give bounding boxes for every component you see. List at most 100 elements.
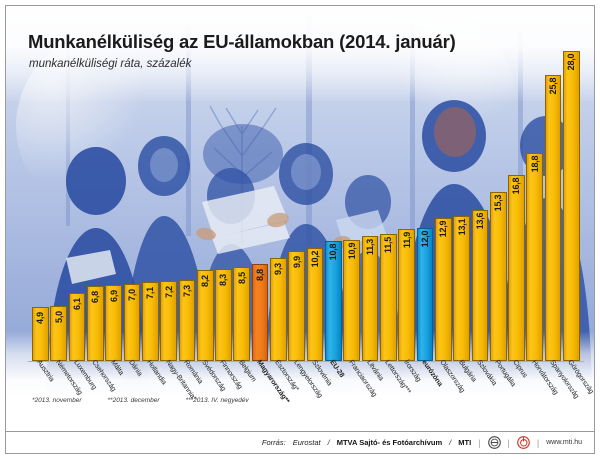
bar-series: 4,9 5,0 6,1 6,8 6,9 7,0 7,1 7,2 7,3 8,2 8,3 8,5 8,8 9… [32,51,580,361]
category-label-slot: Görögország [563,358,595,418]
bar-column: 6,9 [105,51,122,361]
source-slash-2: / [449,438,452,447]
category-label-slot: Románia [179,358,203,418]
bar-column: 4,9 [32,51,49,361]
category-label-slot: Belgium [233,358,257,418]
bar: 16,8 [508,175,525,361]
bar: 5,0 [50,305,68,361]
bar-value-label: 7,3 [181,285,192,298]
category-label-slot: eurózóna [417,358,443,418]
category-label-slot: Írország [398,358,422,418]
bar-column: 15,3 [489,51,507,361]
bar: 8,3 [215,269,232,361]
category-label-slot: Portugália [490,358,516,418]
bar-column: 10,2 [306,51,324,361]
bar: 8,5 [233,266,251,361]
bar: 13,1 [453,215,470,361]
bar: 25,8 [544,75,562,361]
mtva-logo-icon[interactable] [487,436,501,449]
bar-value-label: 9,3 [273,263,284,276]
bar-column: 18,8 [526,51,544,361]
bar-value-label: 10,8 [328,244,339,261]
category-label-slot: Luxemburg [69,358,97,418]
bar: 7,3 [178,280,196,361]
category-label-slot: Szlovénia [307,358,333,418]
bar-column: 28,0 [563,51,580,361]
bar-column: 7,3 [178,51,196,361]
bar: 4,9 [32,306,49,361]
bar-value-label: 8,5 [236,271,247,284]
bar-column: 10,9 [343,51,361,361]
bar: 7,1 [141,282,159,361]
bar: 10,2 [306,248,324,361]
bar-value-label: 6,1 [71,298,82,311]
category-label-slot: Olaszország [435,358,466,418]
bar: 12,0 [416,228,434,361]
bar-value-label: 16,8 [511,177,522,195]
category-label-slot: Ausztria [32,358,56,418]
category-label-slot: Spanyolország [545,358,580,418]
bar-column: 11,5 [379,51,397,361]
divider-2: | [507,437,510,448]
bar: 8,8 [251,263,269,361]
bar-column: 12,9 [434,51,452,361]
source-slash-1: / [327,438,330,447]
bar-value-label: 15,3 [493,194,504,211]
category-label-slot: Észtország* [270,358,301,418]
bar: 9,9 [288,251,306,361]
category-label-slot: Csehország [87,358,118,418]
bar-column: 11,3 [361,51,379,361]
category-label-slot: Lengyelország [288,358,323,418]
category-label-slot: Franciaország [343,358,377,418]
bar: 28,0 [563,51,580,361]
bar-value-label: 6,9 [108,289,119,302]
category-label-slot: Lettország*** [380,358,412,418]
source-mti: MTI [458,438,472,447]
bar: 11,9 [398,229,415,361]
bar-value-label: 25,8 [548,78,559,95]
bar-column: 6,1 [68,51,86,361]
category-label-slot: Németország [50,358,83,418]
category-label-slot: Szlovákia [472,358,497,418]
bar-column: 6,8 [86,51,104,361]
bar-column: 7,1 [141,51,159,361]
bar-column: 8,3 [215,51,232,361]
category-label-slot: Magyarország** [252,358,290,418]
bar-column: 16,8 [508,51,525,361]
footnotes: *2013. november **2013. december ***2013… [32,397,452,404]
bar-column: 9,9 [288,51,306,361]
bar-value-label: 5,0 [53,310,64,323]
bar: 6,9 [105,284,122,361]
category-axis-labels: Ausztria Németország Luxemburg Csehország Má… [32,358,595,418]
category-label-slot: Ciprus [508,358,529,418]
bar-value-label: 11,5 [383,236,394,253]
source-mtva: MTVA Sajtó- és Fotóarchívum [336,438,443,447]
source-bar: Forrás: Eurostat / MTVA Sajtó- és Fotóar… [6,431,594,453]
bar: 18,8 [526,152,544,361]
bar-value-label: 6,8 [90,290,101,303]
source-url[interactable]: www.mti.hu [546,439,582,446]
bar-value-label: 7,0 [126,288,137,301]
bar-value-label: 8,8 [255,268,266,281]
bar-value-label: 7,2 [163,286,174,299]
bar: 7,2 [160,281,177,361]
bar-column: 10,8 [325,51,342,361]
bar: 15,3 [489,191,507,361]
mti-logo-icon[interactable] [517,436,530,449]
category-label: Málta [108,359,125,377]
bar-value-label: 18,8 [529,155,540,173]
bar: 10,9 [343,240,361,361]
bar-column: 13,1 [453,51,470,361]
bar-value-label: 7,1 [145,287,156,300]
footnote-2: **2013. december [107,397,160,404]
bar-value-label: 4,9 [35,311,46,324]
bar-value-label: 28,0 [566,53,577,71]
bar-value-label: 8,2 [200,275,211,288]
bar-value-label: 12,9 [438,220,449,238]
category-label-slot: Dánia [124,358,143,418]
chart-area: 4,9 5,0 6,1 6,8 6,9 7,0 7,1 7,2 7,3 8,2 8,3 8,5 8,8 9… [6,6,595,426]
category-label-slot: Hollandia [142,358,168,418]
category-label-slot: Finnország [215,358,244,418]
divider-1: | [478,437,481,448]
category-label: Görögország [566,359,596,396]
